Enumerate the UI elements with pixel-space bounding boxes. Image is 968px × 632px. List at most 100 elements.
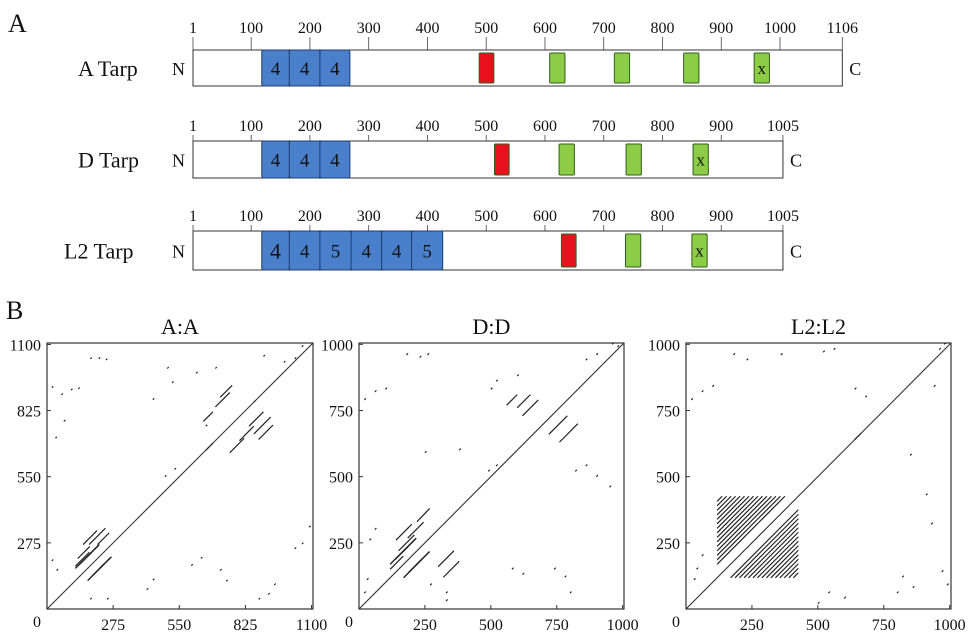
- repeat-match-segment: [402, 538, 417, 552]
- match-dot: [690, 397, 694, 401]
- panel-a-label: A: [8, 9, 27, 38]
- match-dot: [746, 358, 749, 361]
- red-motif: [560, 233, 577, 268]
- match-dot: [51, 385, 54, 389]
- domain-label: 4: [271, 150, 281, 171]
- green-motif: [625, 143, 642, 176]
- match-dot: [585, 358, 588, 361]
- match-dot: [366, 577, 369, 581]
- match-dot: [164, 474, 167, 478]
- position-tick-label: 300: [357, 20, 381, 37]
- match-dot: [89, 597, 93, 600]
- green-motif: [691, 233, 708, 268]
- green-motif: [753, 52, 770, 84]
- green-motif: [549, 52, 566, 84]
- match-dot: [693, 577, 696, 581]
- match-dot: [171, 381, 174, 384]
- match-segment: [258, 424, 274, 440]
- x-tick-label: 250: [413, 617, 437, 632]
- x-tick-label: 550: [167, 617, 191, 632]
- position-tick-label: 1000: [764, 20, 796, 37]
- match-dot: [585, 464, 588, 467]
- match-dot: [609, 485, 612, 488]
- match-dot: [301, 344, 304, 348]
- match-dot: [595, 474, 599, 478]
- position-tick-label: 1106: [827, 20, 858, 37]
- domain-label: 4: [392, 241, 402, 262]
- match-dot: [106, 597, 109, 600]
- position-tick-label: 200: [298, 118, 322, 135]
- position-tick-label: 700: [592, 208, 616, 225]
- match-dot: [933, 384, 936, 388]
- repeat-match-segment: [779, 558, 799, 579]
- repeat-match-segment: [716, 495, 723, 502]
- match-dot: [406, 352, 409, 356]
- match-dot: [896, 591, 899, 594]
- match-segment: [205, 442, 214, 451]
- match-dot: [294, 547, 297, 550]
- position-tick-label: 900: [709, 208, 733, 225]
- match-dot: [822, 350, 826, 353]
- plot-title: D:D: [473, 314, 511, 339]
- repeat-match-segment: [716, 495, 781, 561]
- match-dot: [146, 587, 149, 591]
- match-dot: [363, 397, 367, 401]
- repeat-match-segment: [788, 567, 799, 579]
- y-tick-label: 500: [329, 470, 353, 487]
- match-segment: [238, 425, 255, 442]
- x-tick-label: 825: [233, 617, 257, 632]
- c-terminus-label: C: [849, 59, 861, 79]
- match-dot: [553, 567, 557, 570]
- n-terminus-label: N: [172, 242, 185, 262]
- match-dot: [701, 554, 704, 557]
- position-tick-label: 100: [239, 208, 263, 225]
- origin-label: 0: [33, 614, 41, 631]
- self-identity-diagonal: [686, 343, 951, 609]
- protein-name: L2 Tarp: [64, 239, 134, 264]
- match-dot: [190, 563, 194, 567]
- repeat-match-segment: [716, 495, 777, 556]
- match-dot: [56, 568, 59, 571]
- match-dot: [833, 347, 836, 351]
- y-tick-label: 250: [329, 536, 353, 553]
- match-dot: [294, 357, 297, 360]
- match-dot: [445, 599, 449, 602]
- repeat-match-segment: [716, 495, 732, 511]
- repeat-match-segment: [774, 554, 799, 579]
- match-dot: [166, 366, 170, 369]
- position-tick-label: 500: [474, 208, 498, 225]
- self-identity-diagonal: [47, 343, 313, 609]
- repeat-match-segment: [761, 540, 799, 579]
- x-tick-label: 1000: [607, 617, 639, 632]
- n-terminus-label: N: [172, 59, 185, 79]
- position-tick-label: 400: [415, 208, 439, 225]
- repeat-match-segment: [716, 495, 728, 507]
- repeat-match-segment: [716, 495, 768, 547]
- match-dot: [308, 525, 312, 528]
- position-tick-label: 400: [415, 118, 439, 135]
- protein-name: A Tarp: [78, 56, 138, 81]
- match-segment: [253, 416, 272, 435]
- position-tick-label: 1005: [767, 208, 799, 225]
- match-dot: [864, 395, 868, 398]
- match-segment: [506, 394, 518, 406]
- domain-label: 4: [362, 241, 372, 262]
- y-tick-label: 1000: [648, 337, 680, 354]
- match-segment: [437, 550, 455, 568]
- match-dot: [564, 575, 567, 578]
- panel-a-domain-schematics: A Tarp N C 1 100 200 300 400 500 600 700 800 900 1000…: [64, 20, 861, 271]
- protein-row-1: A Tarp N C 1 100 200 300 400 500 600 700 800 900 1000…: [78, 20, 861, 87]
- protein-row-3: L2 Tarp N C 1 100 200 300 400 500 600 700 800 900 100…: [64, 208, 802, 271]
- protein-row-2: D Tarp N C 1 100 200 300 400 500 600 700 800 900 1005…: [78, 118, 802, 179]
- match-segment: [77, 546, 91, 559]
- match-dot: [200, 556, 203, 559]
- match-segment: [88, 527, 106, 545]
- y-tick-label: 750: [329, 403, 353, 420]
- x-tick-label: 250: [740, 617, 764, 632]
- domain-label: 4: [300, 241, 310, 262]
- repeat-match-segment: [739, 518, 799, 579]
- position-tick-label: 500: [474, 20, 498, 37]
- repeat-match-segment: [765, 545, 799, 579]
- red-motif: [493, 143, 510, 176]
- match-dot: [701, 389, 704, 393]
